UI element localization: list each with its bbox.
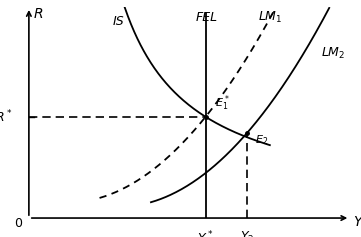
Text: $Y^*$: $Y^*$: [197, 230, 214, 237]
Text: $E_1^*$: $E_1^*$: [215, 93, 230, 113]
Text: $R^*$: $R^*$: [0, 109, 13, 125]
Text: FEL: FEL: [196, 11, 218, 24]
Text: 0: 0: [14, 217, 22, 230]
Text: $Y_2$: $Y_2$: [240, 230, 255, 237]
Text: $LM_1$: $LM_1$: [258, 10, 282, 25]
Text: Y: Y: [353, 215, 361, 229]
Text: R: R: [34, 7, 43, 21]
Text: IS: IS: [113, 15, 125, 28]
Text: $E_2$: $E_2$: [255, 134, 269, 147]
Text: $LM_2$: $LM_2$: [321, 46, 345, 61]
